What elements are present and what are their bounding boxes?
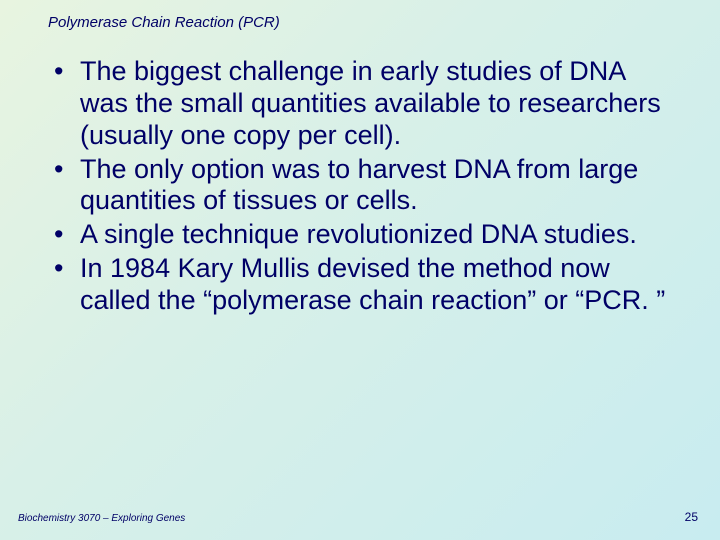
bullet-list: The biggest challenge in early studies o…	[54, 56, 680, 319]
bullet-text: The biggest challenge in early studies o…	[80, 56, 661, 150]
slide-title: Polymerase Chain Reaction (PCR)	[48, 14, 280, 31]
bullet-text: The only option was to harvest DNA from …	[80, 154, 638, 216]
footer-text: Biochemistry 3070 – Exploring Genes	[18, 513, 185, 524]
page-number: 25	[685, 510, 698, 524]
list-item: A single technique revolutionized DNA st…	[54, 219, 680, 251]
list-item: The biggest challenge in early studies o…	[54, 56, 680, 152]
list-item: The only option was to harvest DNA from …	[54, 154, 680, 218]
slide: Polymerase Chain Reaction (PCR) The bigg…	[0, 0, 720, 540]
bullet-text: A single technique revolutionized DNA st…	[80, 219, 637, 249]
bullet-text: In 1984 Kary Mullis devised the method n…	[80, 253, 665, 315]
list-item: In 1984 Kary Mullis devised the method n…	[54, 253, 680, 317]
